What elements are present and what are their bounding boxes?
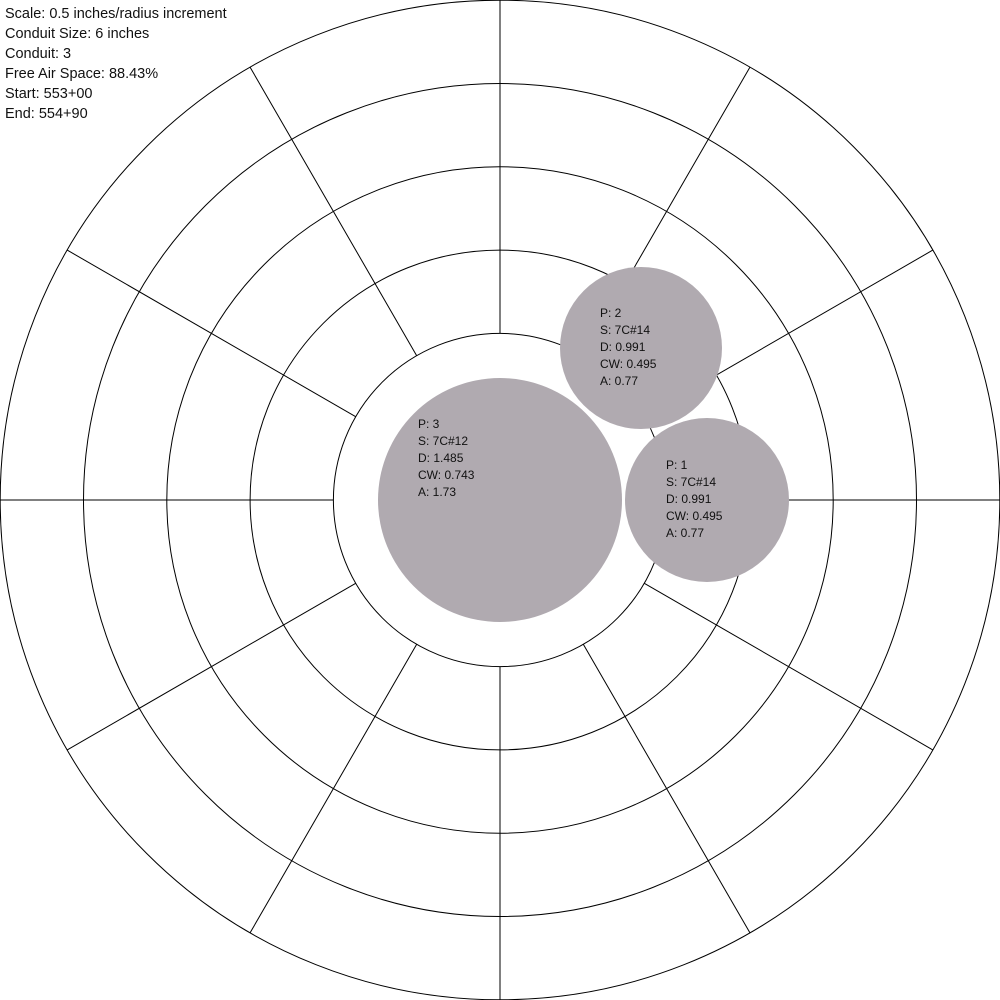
cable-diameter: D: 0.991 xyxy=(600,340,646,354)
cable-diameter: D: 1.485 xyxy=(418,451,464,465)
cable-cw: CW: 0.495 xyxy=(666,509,723,523)
grid-spoke xyxy=(66,249,356,418)
cable-cw: CW: 0.495 xyxy=(600,357,657,371)
grid-spoke xyxy=(249,66,418,356)
grid-spoke xyxy=(644,582,934,751)
cable-spec: S: 7C#12 xyxy=(418,434,469,448)
free-air-space-label: Free Air Space: 88.43% xyxy=(5,66,159,82)
cable-area: A: 1.73 xyxy=(418,485,457,499)
cable-position: P: 1 xyxy=(666,458,688,472)
cable-area: A: 0.77 xyxy=(666,526,705,540)
cable-label-p1: P: 1 S: 7C#14 D: 0.991 CW: 0.495 A: 0.77 xyxy=(666,457,722,542)
cable-cw: CW: 0.743 xyxy=(418,468,475,482)
grid-spoke xyxy=(66,582,356,751)
cable-spec: S: 7C#14 xyxy=(666,475,717,489)
cable-area: A: 0.77 xyxy=(600,374,639,388)
cable-position: P: 3 xyxy=(418,417,440,431)
conduit-number-label: Conduit: 3 xyxy=(5,46,72,62)
grid-spoke xyxy=(582,644,751,934)
cable-diameter: D: 0.991 xyxy=(666,492,712,506)
grid-spoke xyxy=(249,644,418,934)
start-station-label: Start: 553+00 xyxy=(5,86,93,102)
scale-label: Scale: 0.5 inches/radius increment xyxy=(5,6,227,22)
cable-label-p2: P: 2 S: 7C#14 D: 0.991 CW: 0.495 A: 0.77 xyxy=(600,305,656,390)
cable-circle-p3 xyxy=(378,378,622,622)
cable-spec: S: 7C#14 xyxy=(600,323,651,337)
cable-label-p3: P: 3 S: 7C#12 D: 1.485 CW: 0.743 A: 1.73 xyxy=(418,416,474,501)
conduit-size-label: Conduit Size: 6 inches xyxy=(5,26,150,42)
cable-circle-p2 xyxy=(560,267,722,429)
end-station-label: End: 554+90 xyxy=(5,106,88,122)
info-panel: Scale: 0.5 inches/radius increment Condu… xyxy=(5,4,227,124)
cable-circle-p1 xyxy=(625,418,789,582)
cable-position: P: 2 xyxy=(600,306,622,320)
